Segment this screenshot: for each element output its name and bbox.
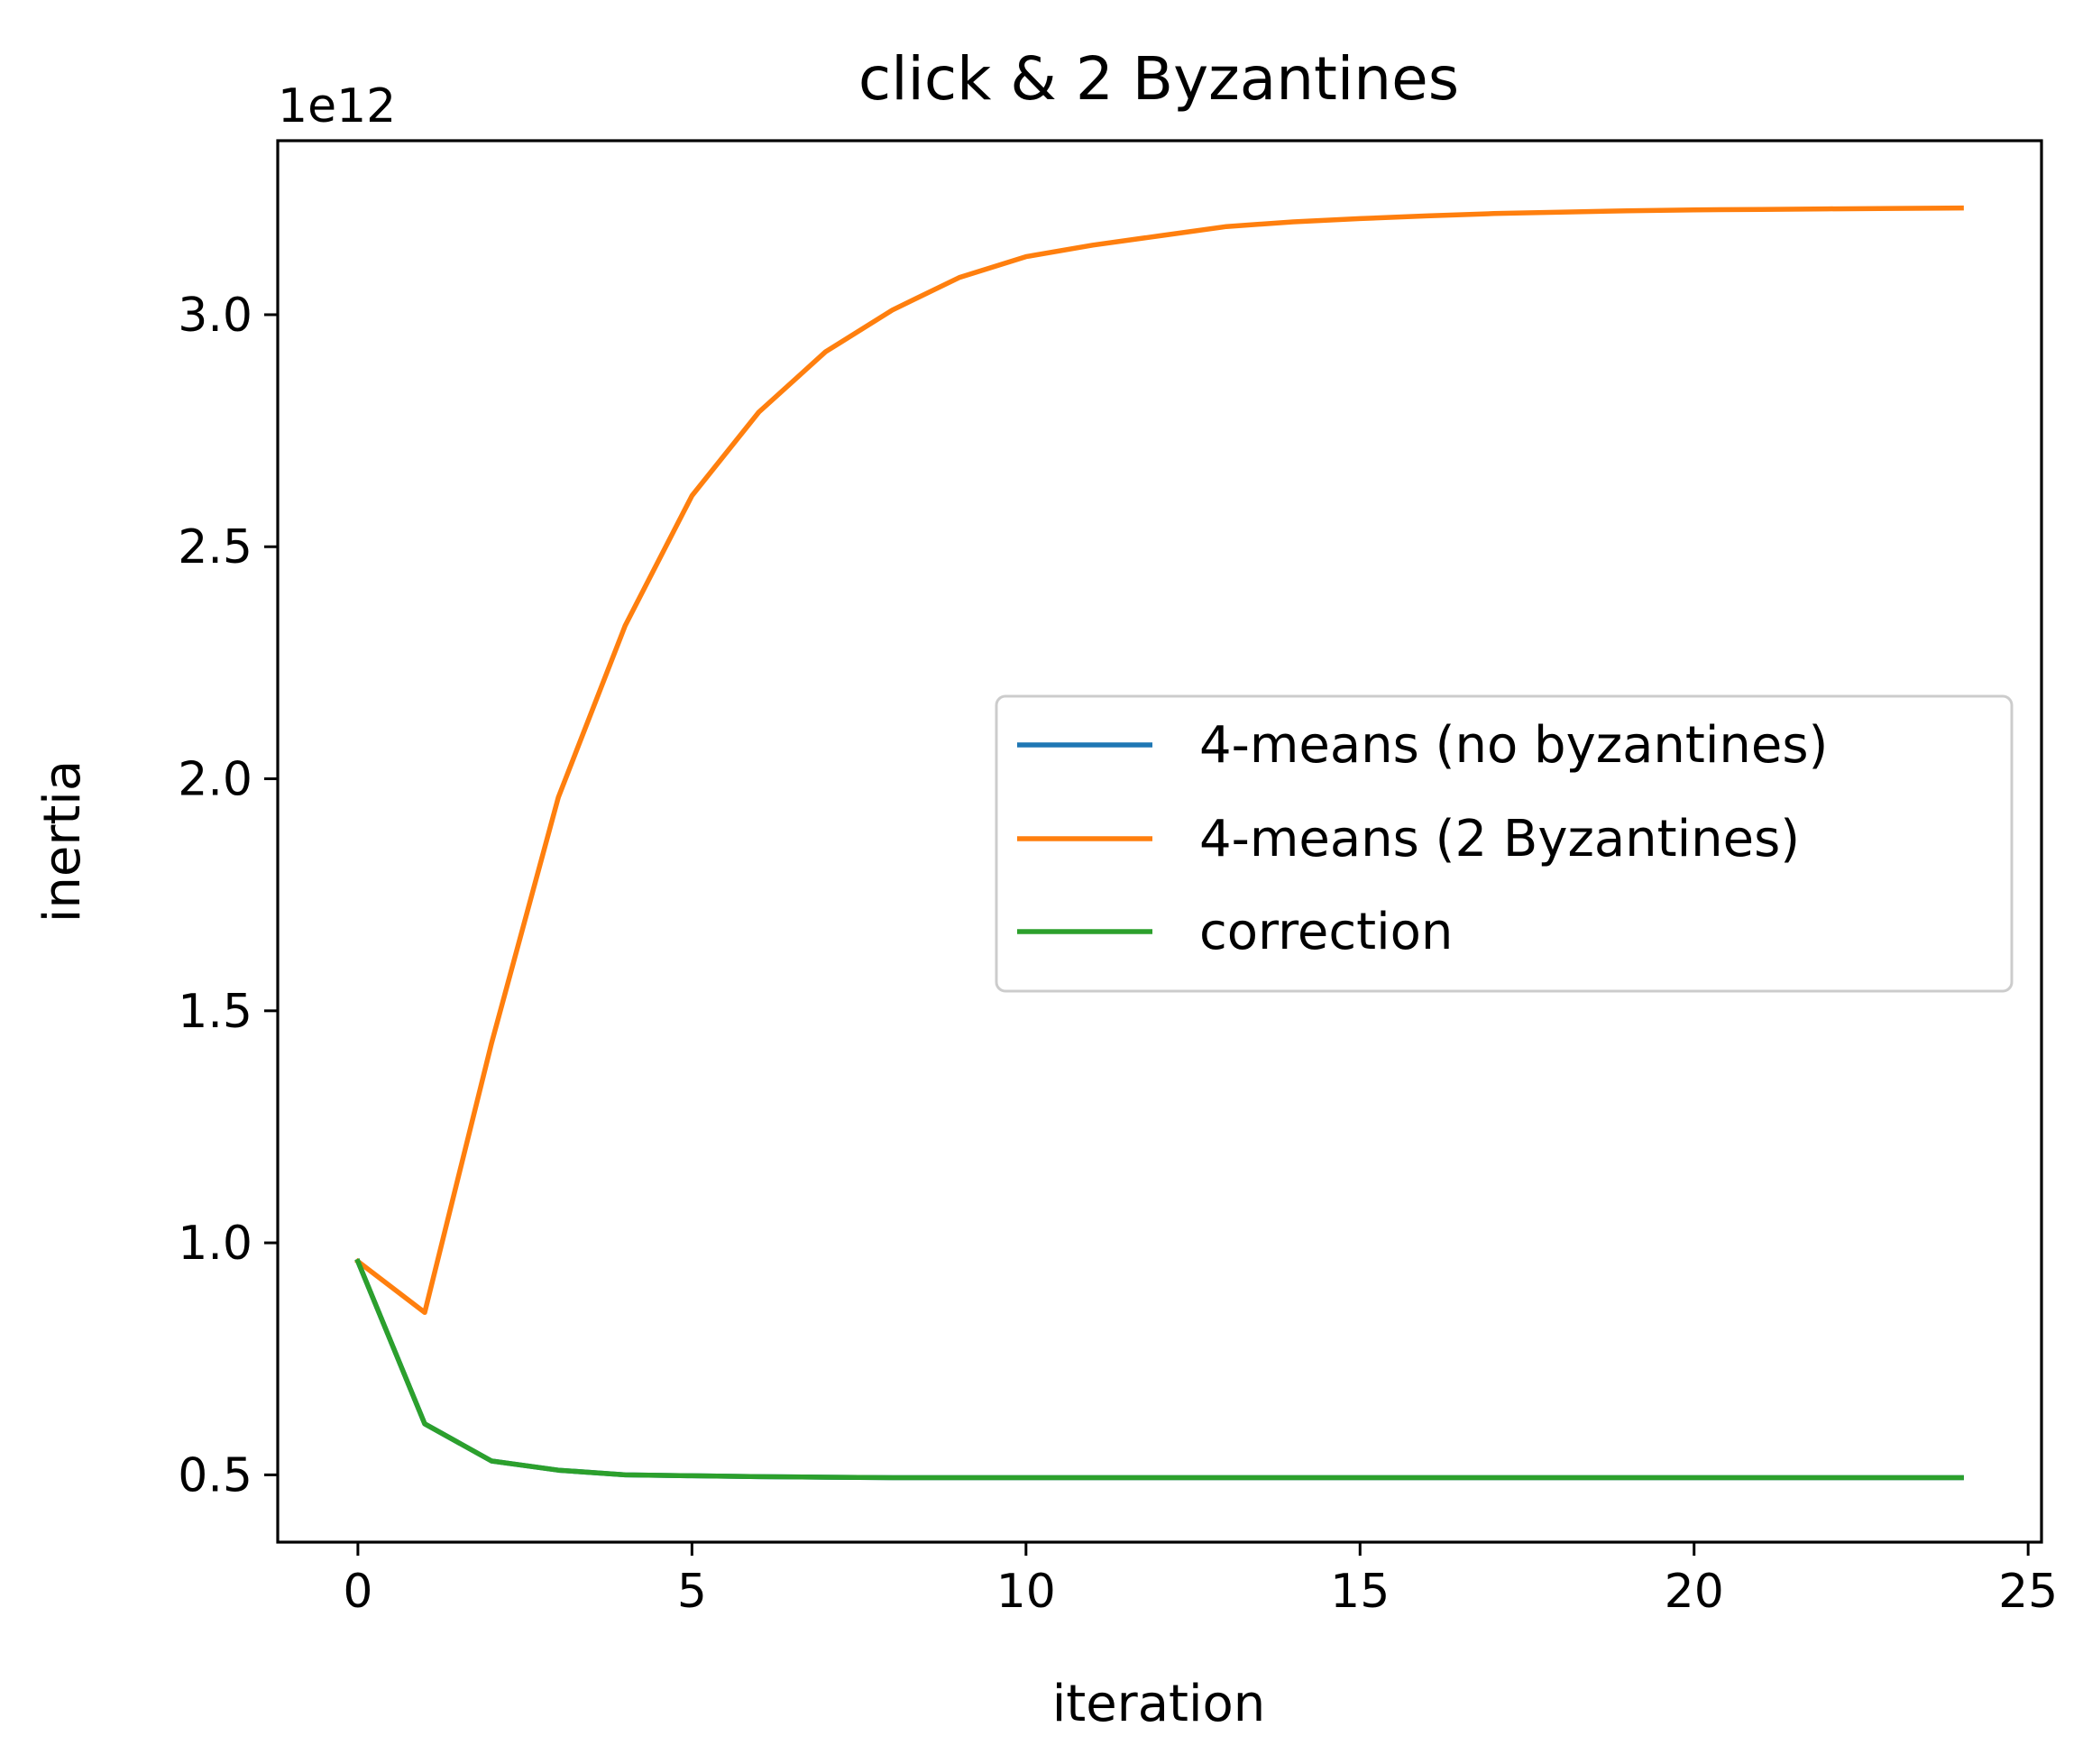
legend-label-2-byzantines: 4-means (2 Byzantines) (1199, 810, 1800, 868)
y-tick-label: 1.5 (178, 985, 252, 1039)
chart-title: click & 2 Byzantines (858, 44, 1459, 114)
y-tick-label: 0.5 (178, 1448, 252, 1502)
x-tick-label: 25 (1998, 1565, 2058, 1619)
x-tick-label: 5 (677, 1565, 707, 1619)
x-axis-label: iteration (1052, 1675, 1266, 1733)
y-tick-label: 2.5 (178, 520, 252, 574)
y-axis-label: inertia (33, 760, 92, 923)
x-tick-label: 0 (343, 1565, 372, 1619)
legend-box (995, 694, 2014, 993)
series-layer (354, 205, 1964, 1481)
series-line-2 (354, 1258, 1964, 1481)
y-axis-ticks: 0.5 1.0 1.5 2.0 2.5 3.0 (178, 289, 278, 1502)
x-tick-label: 10 (996, 1565, 1056, 1619)
plot-area-frame (276, 139, 2043, 1544)
x-tick-label: 15 (1330, 1565, 1390, 1619)
x-axis-ticks: 0 5 10 15 20 25 (343, 1542, 2058, 1619)
legend-label-no-byzantines: 4-means (no byzantines) (1199, 716, 1828, 775)
y-axis-offset-label: 1e12 (278, 79, 396, 133)
legend: 4-means (no byzantines) 4-means (2 Byzan… (995, 694, 2014, 993)
y-tick-label: 3.0 (178, 289, 252, 343)
series-line-1 (354, 205, 1964, 1316)
y-tick-label: 1.0 (178, 1217, 252, 1271)
y-tick-label: 2.0 (178, 753, 252, 807)
x-tick-label: 20 (1665, 1565, 1724, 1619)
legend-label-correction: correction (1199, 903, 1453, 961)
